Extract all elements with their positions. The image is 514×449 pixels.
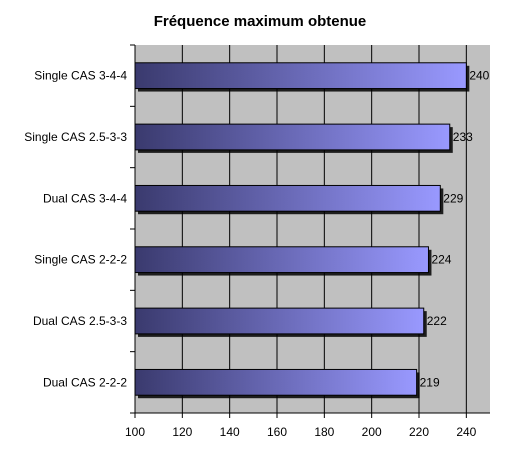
x-tick-label: 200 — [362, 425, 382, 439]
chart-title: Fréquence maximum obtenue — [154, 13, 367, 30]
x-tick-labels: 100 120 140 160 180 200 220 240 — [125, 425, 477, 439]
x-tick-label: 160 — [267, 425, 287, 439]
plot-area — [135, 45, 490, 413]
bar — [134, 62, 467, 90]
x-tick-label: 240 — [456, 425, 476, 439]
x-tick-label: 140 — [220, 425, 240, 439]
bars — [134, 62, 470, 399]
x-tick-label: 120 — [172, 425, 192, 439]
x-tick-label: 100 — [125, 425, 145, 439]
bar — [134, 246, 429, 274]
category-label: Dual CAS 2.5-3-3 — [33, 314, 127, 328]
x-tick-label: 180 — [314, 425, 334, 439]
data-label: 240 — [469, 69, 489, 83]
category-label: Single CAS 3-4-4 — [34, 69, 127, 83]
bar — [134, 307, 425, 335]
bar — [134, 184, 441, 212]
data-label: 219 — [420, 375, 440, 389]
x-tick-label: 220 — [409, 425, 429, 439]
data-label: 224 — [431, 253, 451, 267]
data-label: 222 — [427, 314, 447, 328]
category-label: Dual CAS 3-4-4 — [43, 191, 127, 205]
grid-lines — [181, 45, 467, 413]
bar — [134, 123, 451, 151]
data-label: 233 — [453, 130, 473, 144]
category-labels: Single CAS 3-4-4 Single CAS 2.5-3-3 Dual C… — [24, 69, 127, 390]
data-label: 229 — [443, 191, 463, 205]
category-label: Single CAS 2-2-2 — [34, 253, 127, 267]
data-labels: 240 233 229 224 222 219 — [420, 69, 490, 390]
bar — [134, 368, 418, 396]
axes — [130, 44, 490, 418]
category-label: Single CAS 2.5-3-3 — [24, 130, 127, 144]
category-label: Dual CAS 2-2-2 — [43, 375, 127, 389]
